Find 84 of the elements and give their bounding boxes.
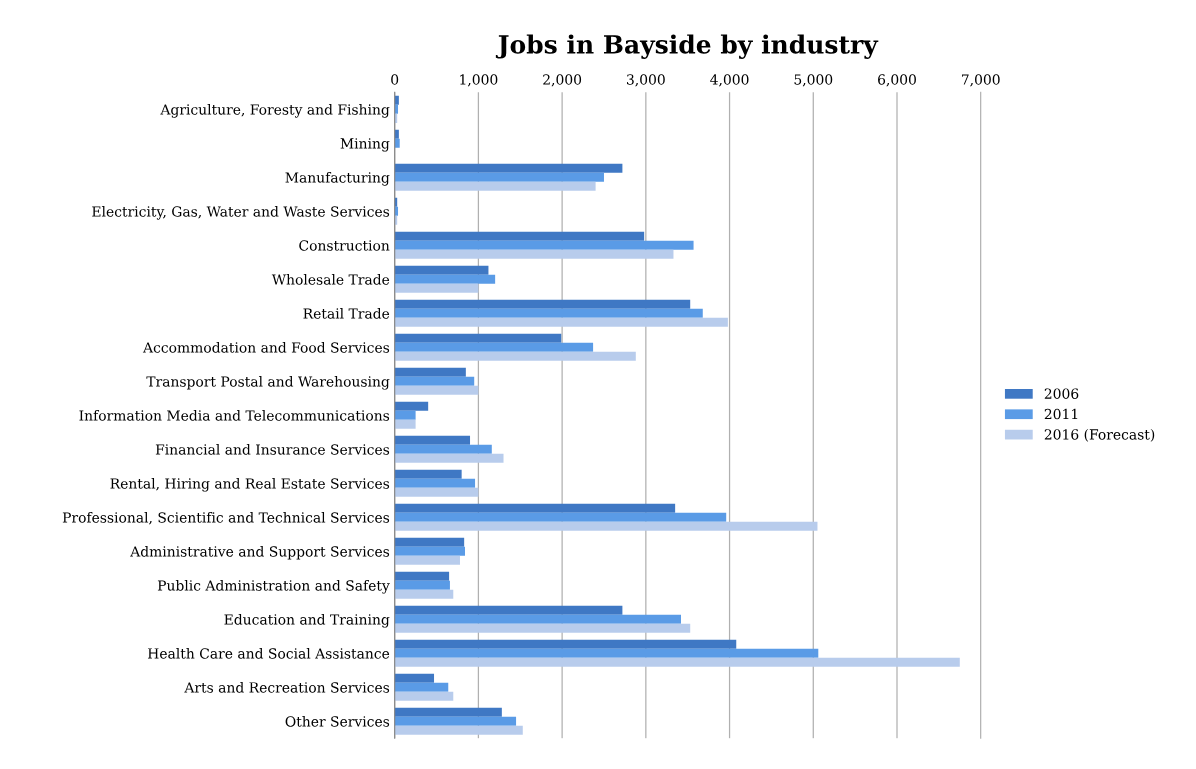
bar <box>394 435 471 445</box>
bar <box>394 206 399 216</box>
y-tick-label: Mining <box>340 138 390 152</box>
bar <box>394 589 454 599</box>
bar <box>394 512 727 522</box>
bar <box>394 546 465 556</box>
bar <box>394 605 623 615</box>
bar <box>394 716 517 726</box>
y-tick-label: Other Services <box>285 715 390 727</box>
bar <box>394 283 479 293</box>
bar <box>394 469 462 479</box>
bar <box>394 410 416 420</box>
bar <box>394 401 429 411</box>
y-tick-label: Wholesale Trade <box>271 273 390 285</box>
y-tick-label: Public Administration and Safety <box>157 579 390 594</box>
bar <box>394 129 399 139</box>
x-tick-label: 1,000 <box>460 74 498 87</box>
bar <box>394 639 737 649</box>
y-tick-label: Transport Postal and Warehousing <box>146 375 390 390</box>
bar <box>394 181 596 191</box>
bar <box>394 444 492 454</box>
bar <box>394 614 681 624</box>
y-tick-label: Administrative and Support Services <box>130 545 390 560</box>
bar <box>394 673 435 683</box>
y-tick-label: Education and Training <box>224 613 390 628</box>
chart-title: Jobs in Bayside by industry <box>495 34 879 59</box>
bar <box>394 231 645 241</box>
bar <box>394 163 623 173</box>
bar <box>394 657 960 667</box>
bar <box>394 521 818 531</box>
x-tick-label: 5,000 <box>794 74 833 87</box>
y-tick-label: Professional, Scientific and Technical Services <box>62 511 390 525</box>
bar <box>394 725 523 735</box>
x-tick-label: 4,000 <box>710 74 749 87</box>
y-tick-label: Construction <box>299 240 390 251</box>
y-tick-label: Health Care and Social Assistance <box>147 647 390 659</box>
legend-label: 2011 <box>1044 408 1078 420</box>
x-tick-label: 2,000 <box>543 74 582 87</box>
bar <box>394 95 399 105</box>
bar <box>394 317 728 327</box>
bar <box>394 419 416 429</box>
bar <box>394 367 466 377</box>
bar <box>394 682 449 692</box>
bar <box>394 623 691 633</box>
legend-label: 2006 <box>1044 388 1079 399</box>
bar <box>394 376 475 386</box>
bar <box>394 333 562 343</box>
bar <box>394 172 604 182</box>
bar <box>394 648 819 658</box>
y-tick-label: Manufacturing <box>285 172 390 186</box>
bar <box>394 555 460 565</box>
bar <box>394 240 694 250</box>
bar <box>394 265 489 275</box>
bar <box>394 308 703 318</box>
bar <box>394 138 400 148</box>
bar <box>394 385 479 395</box>
x-tick-label: 0 <box>391 74 399 85</box>
legend-label: 2016 (Forecast) <box>1044 428 1155 442</box>
x-tick-label: 6,000 <box>878 74 916 87</box>
bar <box>394 342 594 352</box>
bar <box>394 537 465 547</box>
y-tick-label: Financial and Insurance Services <box>155 443 390 455</box>
y-tick-label: Rental, Hiring and Real Estate Services <box>110 477 390 492</box>
bar <box>394 571 450 581</box>
y-tick-label: Electricity, Gas, Water and Waste Services <box>92 206 390 220</box>
bar <box>394 707 502 717</box>
y-tick-label: Retail Trade <box>303 307 390 319</box>
x-tick-label: 3,000 <box>627 74 665 87</box>
bar <box>394 274 496 284</box>
bar <box>394 691 454 701</box>
x-tick-label: 7,000 <box>962 74 1000 87</box>
bar <box>394 104 399 114</box>
y-tick-label: Arts and Recreation Services <box>184 681 390 693</box>
bar <box>394 299 691 309</box>
bar <box>394 478 476 488</box>
y-tick-label: Agriculture, Foresty and Fishing <box>160 104 390 118</box>
bar <box>394 503 676 513</box>
bar <box>394 351 636 361</box>
bar <box>394 487 479 497</box>
bar <box>394 249 674 259</box>
bar <box>394 580 450 590</box>
y-tick-label: Information Media and Telecommunications <box>79 409 390 421</box>
y-tick-label: Accommodation and Food Services <box>142 341 390 353</box>
bar <box>394 453 504 463</box>
